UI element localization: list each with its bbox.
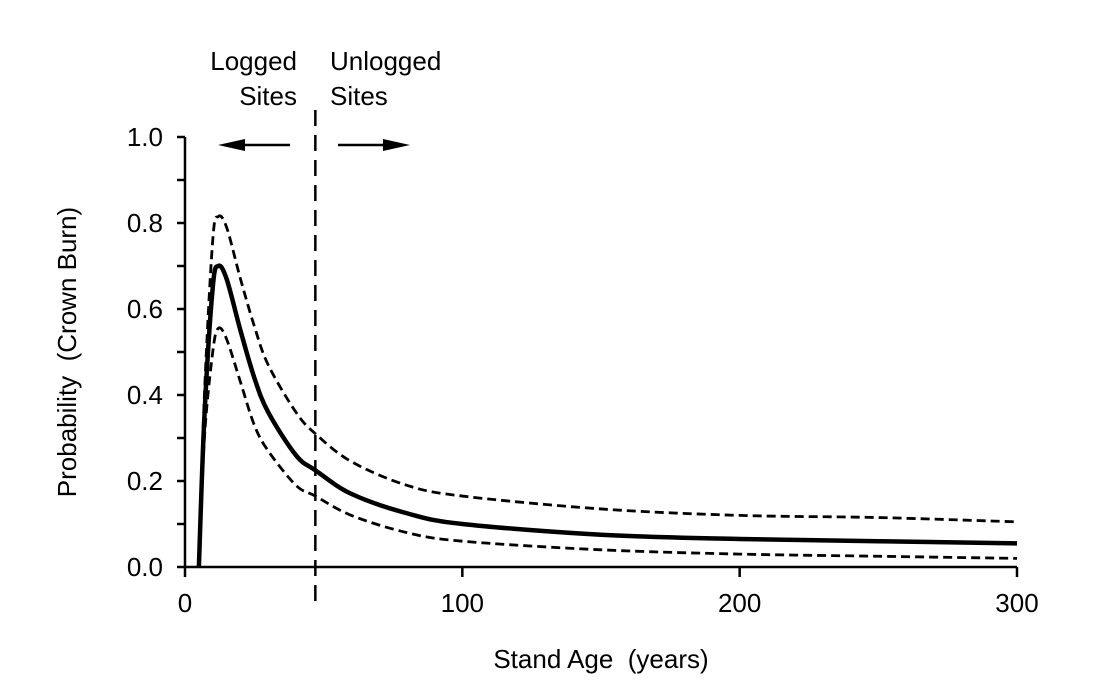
series-line-lower-ci bbox=[197, 326, 1018, 568]
x-tick-label: 300 bbox=[995, 588, 1038, 618]
x-tick-label: 200 bbox=[718, 588, 761, 618]
logged-label-line1: Logged bbox=[210, 46, 297, 76]
unlogged-label-line2: Sites bbox=[330, 81, 388, 111]
y-axis-label: Probability (Crown Burn) bbox=[52, 207, 82, 497]
axes: 0 100 200 300 0.0 0.2 0.4 0.6 0.8 1.0 bbox=[127, 122, 1039, 618]
y-tick-label: 0.6 bbox=[127, 294, 163, 324]
series-line-mean bbox=[196, 263, 1018, 568]
series-group bbox=[196, 214, 1018, 568]
x-axis-label: Stand Age (years) bbox=[493, 644, 708, 674]
x-tick-label: 100 bbox=[441, 588, 484, 618]
left-arrow-icon bbox=[218, 139, 290, 151]
x-tick-label: 0 bbox=[178, 588, 192, 618]
y-tick-label: 0.0 bbox=[127, 552, 163, 582]
y-tick-label: 0.8 bbox=[127, 208, 163, 238]
series-line-upper-ci bbox=[197, 214, 1018, 568]
logged-label-line2: Sites bbox=[239, 81, 297, 111]
y-tick-label: 0.4 bbox=[127, 380, 163, 410]
y-tick-label: 1.0 bbox=[127, 122, 163, 152]
y-tick-label: 0.2 bbox=[127, 466, 163, 496]
right-arrow-icon bbox=[338, 139, 410, 151]
unlogged-label-line1: Unlogged bbox=[330, 46, 441, 76]
